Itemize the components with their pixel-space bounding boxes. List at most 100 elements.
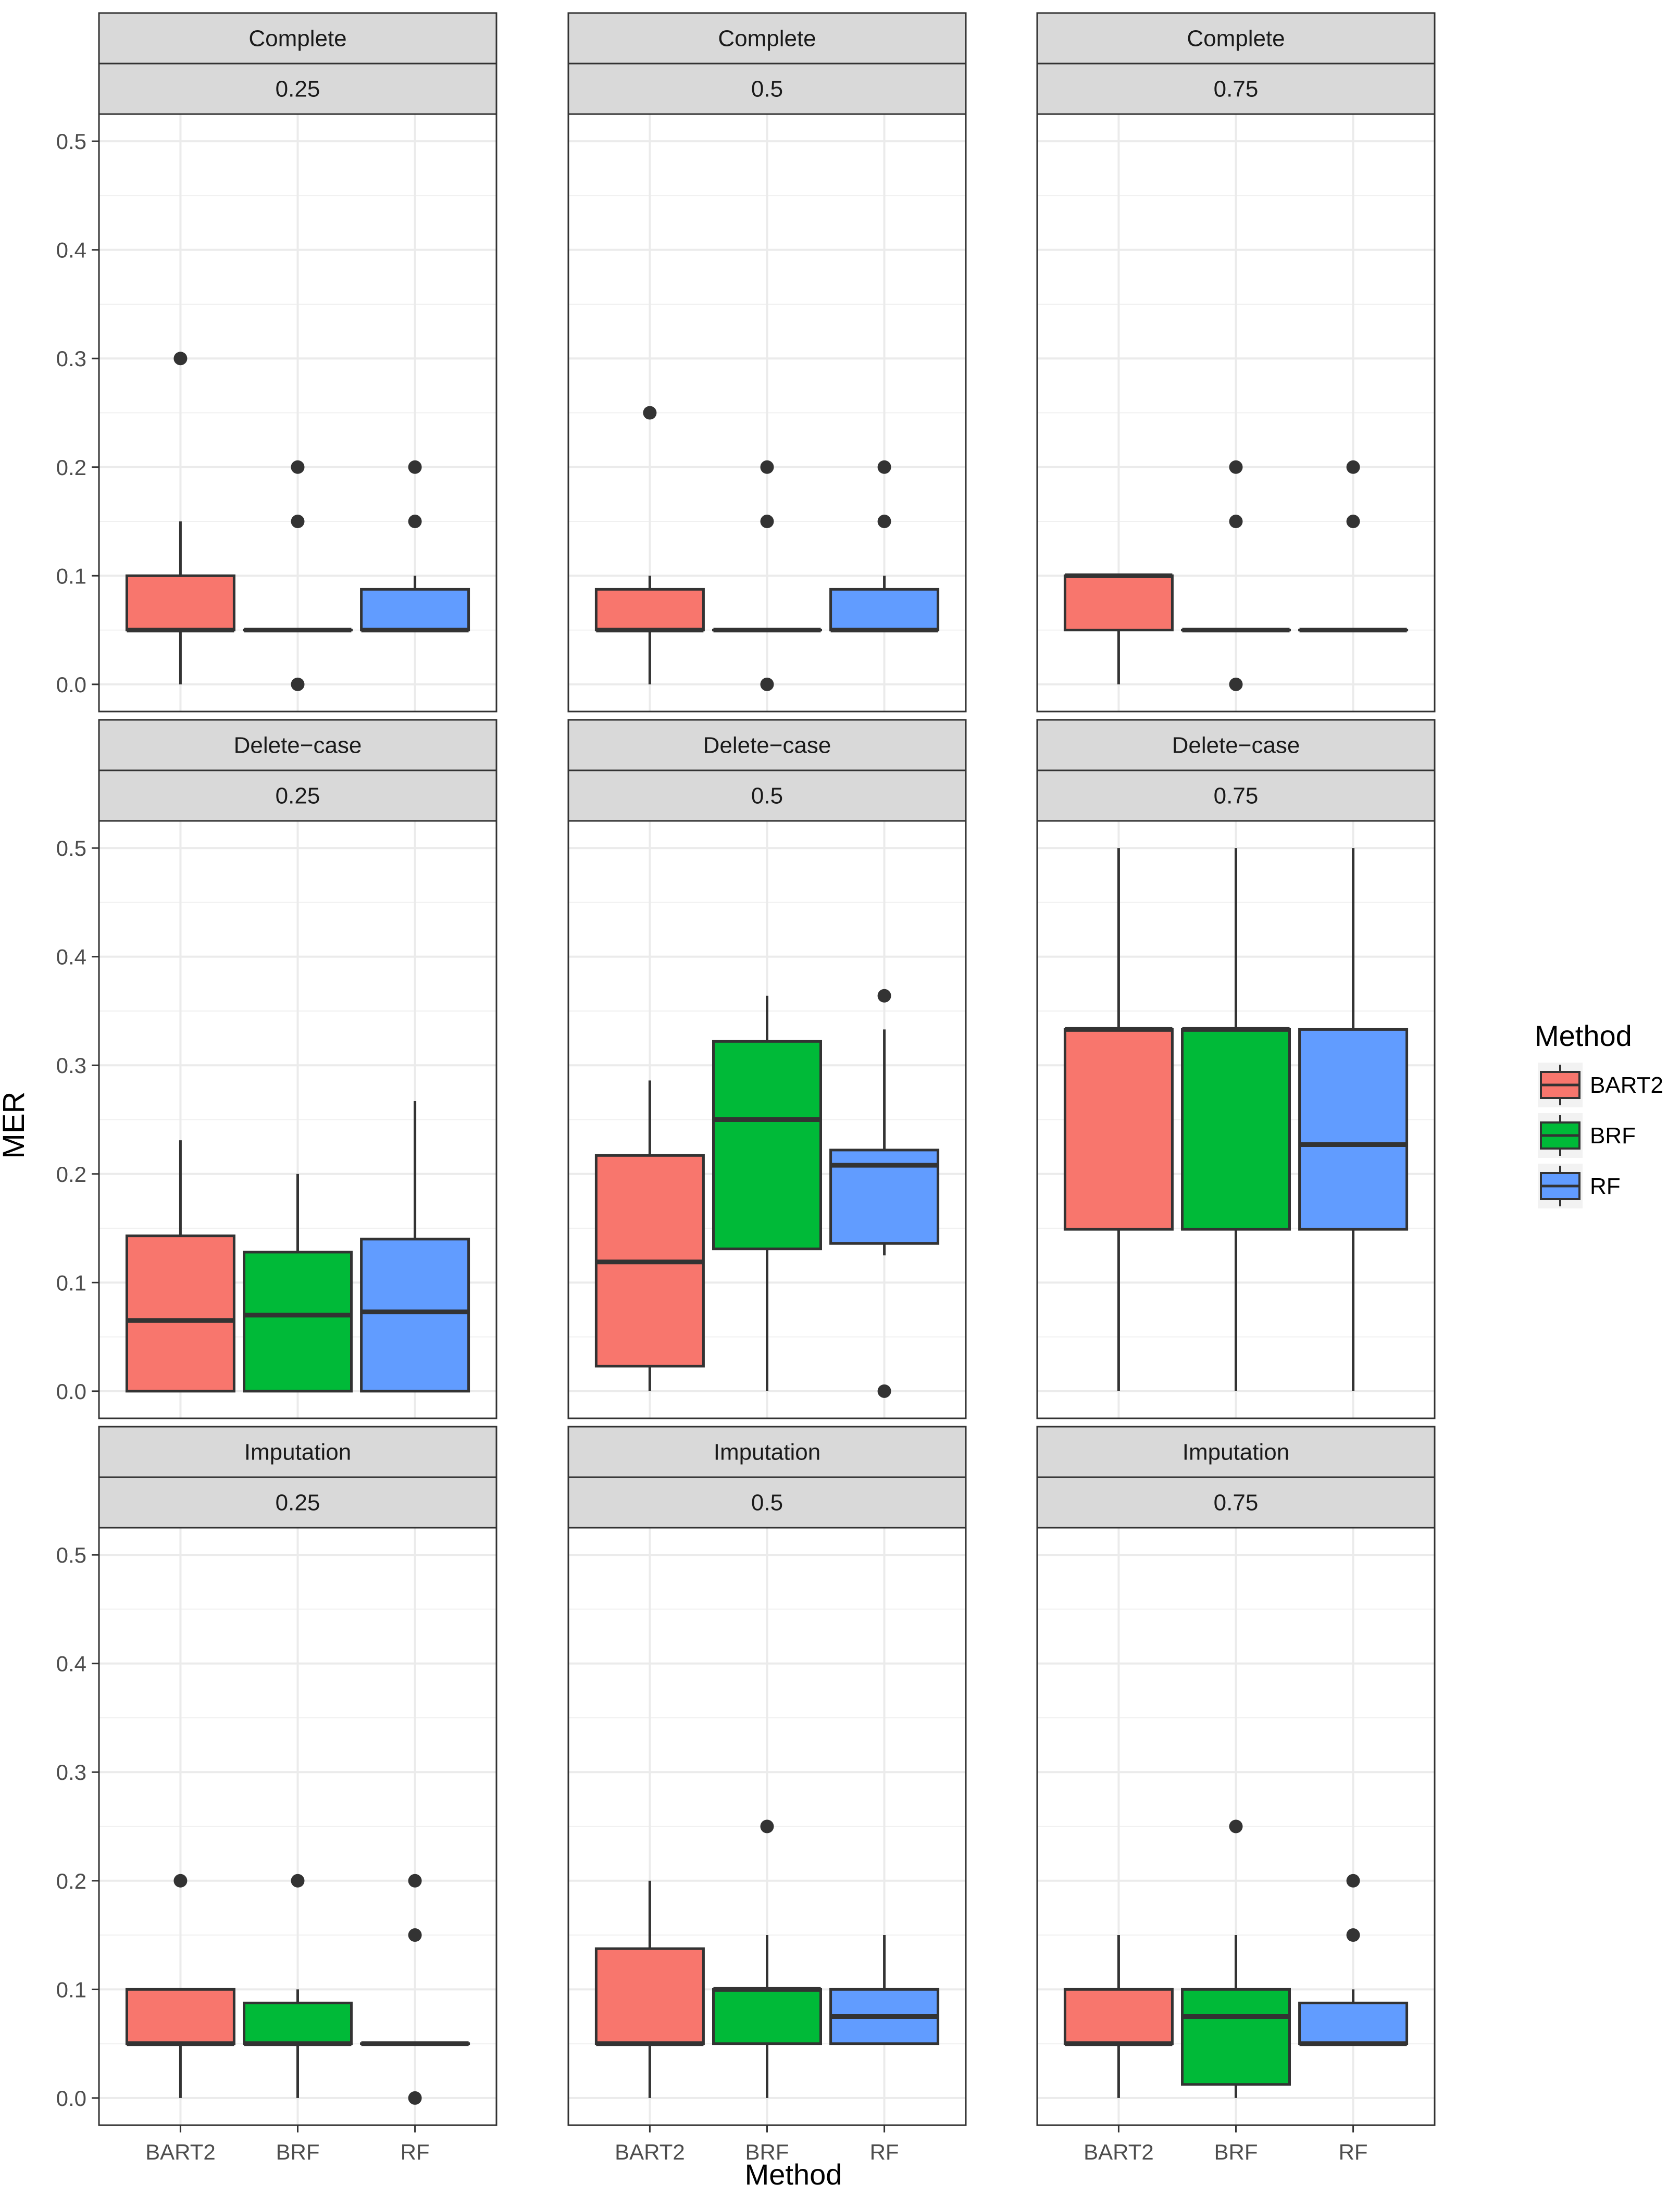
box-body (243, 1251, 353, 1393)
box-body (1063, 1028, 1174, 1231)
x-tick-label: BRF (276, 2140, 320, 2164)
outlier-point (1229, 460, 1243, 474)
facet-strip-label: 0.25 (276, 783, 320, 809)
legend-item-brf: BRF (1538, 1113, 1636, 1158)
y-tick-label: 0.1 (56, 1270, 86, 1295)
facet-strip-label: Delete−case (234, 733, 362, 758)
facet-strip-label: 0.25 (276, 77, 320, 102)
outlier-point (1346, 460, 1360, 474)
panel-border (98, 113, 497, 713)
legend-item-rf: RF (1538, 1164, 1621, 1208)
box-body (712, 1040, 822, 1251)
facet-panel: Imputation 0.25 (98, 1426, 497, 2126)
box-brf (243, 1874, 353, 2098)
panel-border (567, 820, 967, 1419)
box-body (360, 588, 470, 632)
legend: Method BART2 BRF RF (1535, 1019, 1663, 1208)
y-axis-title: MER (0, 1092, 31, 1159)
y-tick-label: 0.4 (56, 238, 86, 263)
box-body (1063, 574, 1174, 632)
outlier-point (877, 460, 891, 474)
x-axis-title: Method (745, 2158, 842, 2191)
box-bart2 (1063, 1935, 1174, 2098)
box-body (594, 1947, 705, 2045)
box-brf (712, 460, 822, 691)
box-body (125, 574, 235, 632)
box-rf (1298, 460, 1409, 633)
y-tick-label: 0.2 (56, 1162, 86, 1187)
outlier-point (173, 352, 188, 366)
box-brf (243, 460, 353, 691)
legend-label: BRF (1590, 1123, 1636, 1149)
outlier-point (643, 406, 657, 420)
facet-strip-method (567, 12, 967, 65)
facet-strip-label: 0.75 (1214, 1490, 1259, 1516)
box-body (829, 588, 940, 632)
box-body (1181, 1988, 1291, 2086)
x-tick-label: RF (401, 2140, 430, 2164)
box-bart2 (125, 1140, 235, 1393)
facet-strip-method (567, 1426, 967, 1478)
outlier-point (1229, 677, 1243, 691)
facet-panel: Delete−case 0.5 (567, 719, 967, 1419)
panel-border (567, 113, 967, 713)
facet-strip-rate (1036, 769, 1436, 822)
box-rf (360, 1874, 470, 2105)
x-tick-label: BRF (1214, 2140, 1258, 2164)
box-bart2 (1063, 848, 1174, 1391)
facet-strip-label: 0.25 (276, 1490, 320, 1516)
x-tick-label: BART2 (145, 2140, 216, 2164)
outlier-point (1346, 1928, 1360, 1942)
outlier-point (1346, 1874, 1360, 1888)
facet-strip-label: Delete−case (703, 733, 831, 758)
y-tick-label: 0.4 (56, 1652, 86, 1676)
facet-strip-label: Imputation (244, 1440, 351, 1465)
box-brf (243, 1174, 353, 1393)
box-body (1181, 1028, 1291, 1231)
facet-panel: Imputation 0.75 (1036, 1426, 1436, 2126)
box-brf (712, 995, 822, 1391)
outlier-point (877, 1384, 891, 1398)
facet-strip-rate (567, 769, 967, 822)
box-body (712, 1988, 822, 2045)
outlier-point (291, 515, 305, 529)
y-tick-label: 0.0 (56, 672, 86, 697)
box-body (243, 2001, 353, 2045)
x-tick-label: RF (1339, 2140, 1368, 2164)
facet-panels: Complete0.25Complete0.5Complete0.75Delet… (98, 12, 1436, 2126)
y-tick-label: 0.2 (56, 1869, 86, 1893)
outlier-point (291, 677, 305, 691)
legend-label: BART2 (1590, 1072, 1663, 1098)
outlier-point (408, 460, 422, 474)
box-bart2 (594, 1880, 705, 2098)
facet-strip-label: 0.5 (751, 783, 783, 809)
outlier-point (1229, 1819, 1243, 1833)
x-tick-label: RF (870, 2140, 899, 2164)
box-bart2 (594, 406, 705, 684)
box-body (594, 588, 705, 632)
outlier-point (877, 515, 891, 529)
facet-panel: Delete−case 0.25 (98, 719, 497, 1419)
y-tick-label: 0.5 (56, 836, 86, 860)
box-bart2 (594, 1080, 705, 1391)
facet-panel: Imputation 0.5 (567, 1426, 967, 2126)
facet-panel: Complete 0.75 (1036, 12, 1436, 713)
box-brf (1181, 848, 1291, 1391)
outlier-point (173, 1874, 188, 1888)
facet-panel: Complete 0.5 (567, 12, 967, 713)
facet-strip-method (98, 12, 497, 65)
y-tick-label: 0.3 (56, 1053, 86, 1078)
facet-strip-label: 0.5 (751, 77, 783, 102)
panel-border (1036, 820, 1436, 1419)
outlier-point (408, 1874, 422, 1888)
y-axes: 0.0 0.1 0.2 0.3 0.4 0.5 0.0 0.1 0.2 0.3 0.4 0.5 0.0 0… (56, 129, 99, 2111)
outlier-point (291, 1874, 305, 1888)
facet-strip-method (1036, 719, 1436, 771)
facet-strip-rate (98, 769, 497, 822)
box-bart2 (125, 352, 235, 684)
outlier-point (760, 1819, 774, 1833)
box-brf (712, 1819, 822, 2098)
box-rf (829, 460, 940, 633)
facet-strip-rate (98, 1476, 497, 1529)
